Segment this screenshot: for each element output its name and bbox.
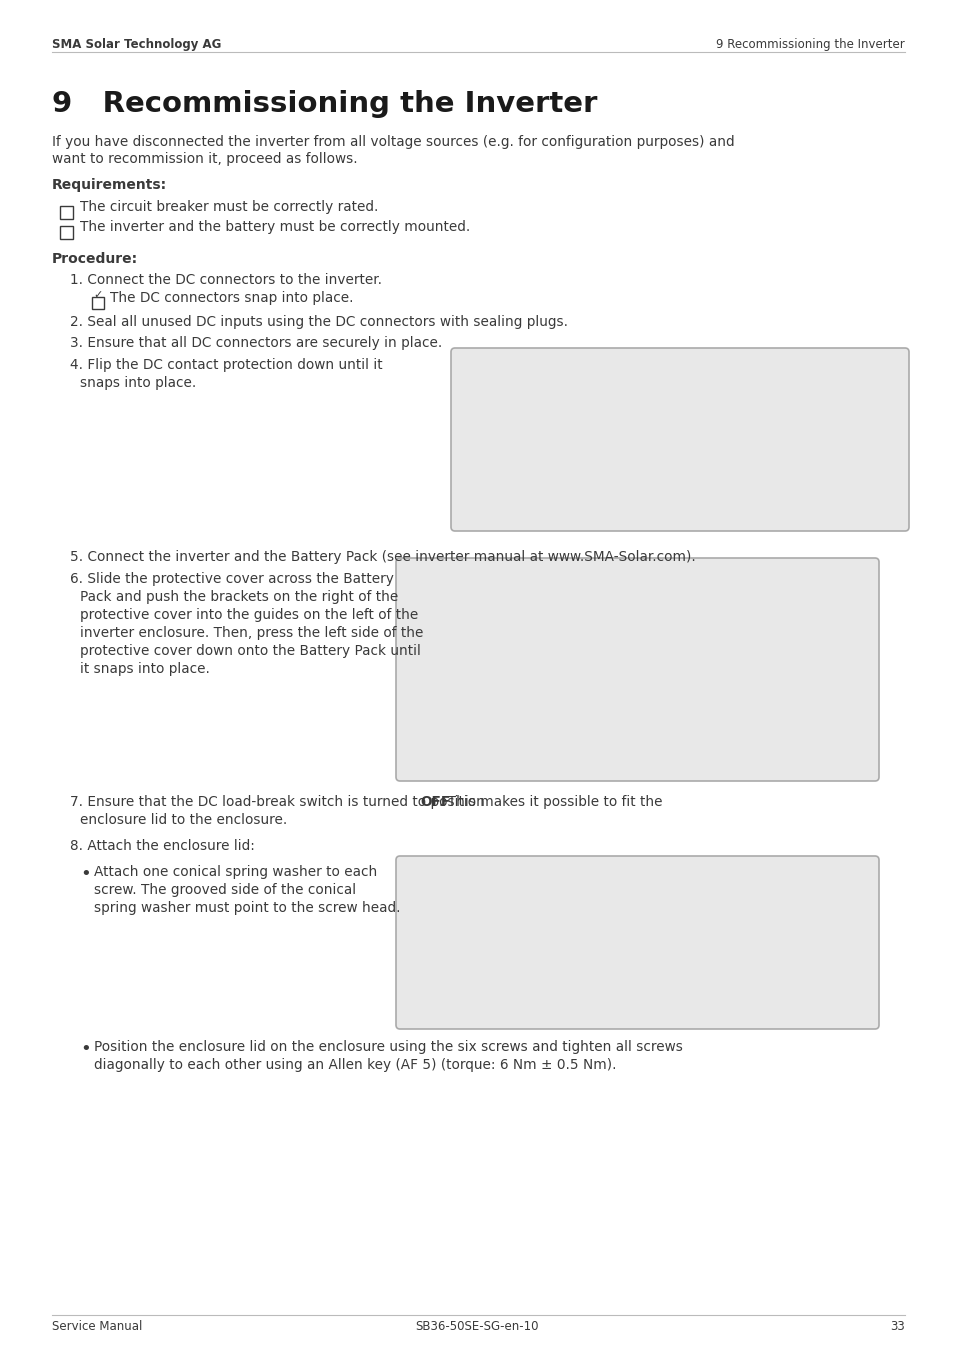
Text: 6. Slide the protective cover across the Battery: 6. Slide the protective cover across the… [70, 571, 394, 586]
Text: The inverter and the battery must be correctly mounted.: The inverter and the battery must be cor… [80, 219, 470, 234]
Text: protective cover down onto the Battery Pack until: protective cover down onto the Battery P… [80, 645, 420, 658]
Text: SMA Solar Technology AG: SMA Solar Technology AG [52, 38, 221, 51]
Text: Pack and push the brackets on the right of the: Pack and push the brackets on the right … [80, 590, 397, 604]
Bar [60, 206, 73, 219]
Bar [91, 297, 104, 309]
Text: 9   Recommissioning the Inverter: 9 Recommissioning the Inverter [52, 89, 597, 118]
Text: 7. Ensure that the DC load-break switch is turned to position: 7. Ensure that the DC load-break switch … [70, 795, 489, 808]
Text: SB36-50SE-SG-en-10: SB36-50SE-SG-en-10 [415, 1320, 538, 1332]
Text: snaps into place.: snaps into place. [80, 376, 196, 390]
FancyBboxPatch shape [395, 558, 878, 781]
Text: want to recommission it, proceed as follows.: want to recommission it, proceed as foll… [52, 152, 357, 167]
Text: . This makes it possible to fit the: . This makes it possible to fit the [438, 795, 661, 808]
Text: protective cover into the guides on the left of the: protective cover into the guides on the … [80, 608, 417, 621]
Text: inverter enclosure. Then, press the left side of the: inverter enclosure. Then, press the left… [80, 626, 423, 640]
Text: Attach one conical spring washer to each: Attach one conical spring washer to each [94, 865, 376, 879]
Text: 33: 33 [889, 1320, 904, 1332]
Text: spring washer must point to the screw head.: spring washer must point to the screw he… [94, 900, 400, 915]
Text: ✓: ✓ [92, 290, 102, 301]
Text: •: • [80, 865, 91, 883]
Text: The circuit breaker must be correctly rated.: The circuit breaker must be correctly ra… [80, 200, 378, 214]
Text: •: • [80, 1040, 91, 1057]
Text: 3. Ensure that all DC connectors are securely in place.: 3. Ensure that all DC connectors are sec… [70, 336, 442, 349]
Text: diagonally to each other using an Allen key (AF 5) (torque: 6 Nm ± 0.5 Nm).: diagonally to each other using an Allen … [94, 1057, 616, 1072]
Text: Position the enclosure lid on the enclosure using the six screws and tighten all: Position the enclosure lid on the enclos… [94, 1040, 682, 1053]
Text: enclosure lid to the enclosure.: enclosure lid to the enclosure. [80, 812, 287, 827]
Text: 1. Connect the DC connectors to the inverter.: 1. Connect the DC connectors to the inve… [70, 274, 381, 287]
Text: 5. Connect the inverter and the Battery Pack (see inverter manual at www.SMA-Sol: 5. Connect the inverter and the Battery … [70, 550, 695, 565]
Text: 2. Seal all unused DC inputs using the DC connectors with sealing plugs.: 2. Seal all unused DC inputs using the D… [70, 315, 567, 329]
Text: Requirements:: Requirements: [52, 177, 167, 192]
Text: 4. Flip the DC contact protection down until it: 4. Flip the DC contact protection down u… [70, 357, 382, 372]
Text: The DC connectors snap into place.: The DC connectors snap into place. [110, 291, 354, 305]
Text: Service Manual: Service Manual [52, 1320, 142, 1332]
Text: it snaps into place.: it snaps into place. [80, 662, 210, 676]
Text: OFF: OFF [420, 795, 450, 808]
Text: Procedure:: Procedure: [52, 252, 138, 265]
Text: 8. Attach the enclosure lid:: 8. Attach the enclosure lid: [70, 839, 254, 853]
Text: 9 Recommissioning the Inverter: 9 Recommissioning the Inverter [716, 38, 904, 51]
FancyBboxPatch shape [395, 856, 878, 1029]
Text: screw. The grooved side of the conical: screw. The grooved side of the conical [94, 883, 355, 896]
FancyBboxPatch shape [451, 348, 908, 531]
Bar [60, 226, 73, 240]
Text: If you have disconnected the inverter from all voltage sources (e.g. for configu: If you have disconnected the inverter fr… [52, 135, 734, 149]
